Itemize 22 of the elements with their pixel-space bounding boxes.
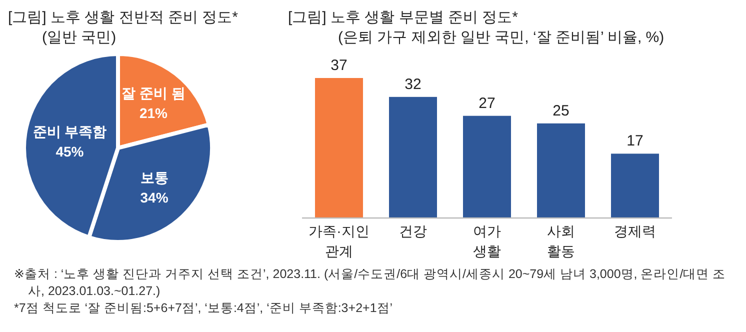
- x-tick-label: 여가 생활: [473, 223, 501, 259]
- data-label: 25: [552, 102, 570, 120]
- data-label: 21%: [139, 105, 168, 122]
- data-label: 45%: [56, 143, 84, 160]
- chart-subtitle: (은퇴 가구 제외한 일반 국민, ‘잘 준비됨’ 비율, %): [338, 29, 664, 46]
- slice-label: 준비 부족함: [32, 123, 107, 140]
- data-label: 34%: [140, 190, 169, 206]
- slice-label: 잘 준비 됨: [122, 85, 186, 102]
- data-label: 37: [330, 57, 348, 74]
- text: *7점 척도로 ‘잘 준비됨:5+6+7점’, ‘보통:4점’, ‘준비 부족함:3+2+1점’: [14, 300, 394, 317]
- chart-title: [그림] 노후 생활 전반적 준비 정도*: [8, 9, 238, 26]
- data-label: 17: [626, 132, 644, 150]
- x-tick-label: 건강: [399, 223, 427, 239]
- x-tick-label: 사회 활동: [547, 223, 575, 259]
- text: ※출처 : ‘노후 생활 진단과 거주지 선택 조건’, 2023.11. (서울/수도권/6대 광역시/세종시 20~79세 남녀 3,000명, 온라인/대면 조사, 2023.01.03.~01.27.): [14, 266, 727, 300]
- chart-title: [그림] 노후 생활 부문별 준비 정도*: [288, 9, 518, 26]
- slice-label: 보통: [140, 170, 168, 186]
- x-tick-label: 경제력: [614, 223, 656, 239]
- data-label: 27: [478, 94, 496, 112]
- x-tick-label: 가족·지인 관계: [308, 223, 370, 259]
- chart-subtitle: (일반 국민): [42, 29, 116, 46]
- data-label: 32: [404, 76, 422, 93]
